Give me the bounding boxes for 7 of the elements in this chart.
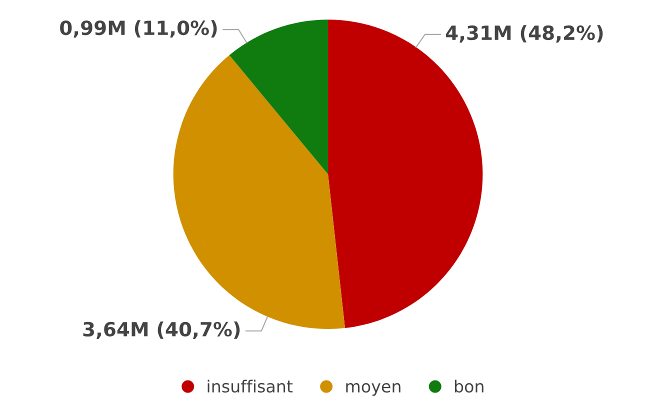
data-label: 4,31M (48,2%) — [446, 25, 603, 43]
data-label: 0,99M (11,0%) — [60, 20, 217, 38]
legend-label: insuffisant — [208, 380, 293, 393]
legend-label: bon — [454, 380, 484, 393]
legend-label: moyen — [346, 383, 400, 396]
pie-slice — [229, 20, 328, 174]
data-label: 3,64M (40,7%) — [83, 322, 240, 340]
